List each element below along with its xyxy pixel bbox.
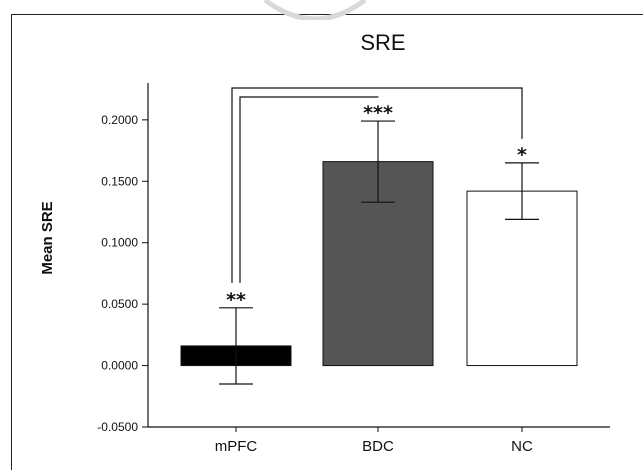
decorative-arc [263, 0, 367, 20]
bar-NC [466, 190, 578, 367]
bracket-mPFC-NC [231, 87, 523, 283]
significance-marker: * [517, 144, 527, 166]
y-tick-label: 0.0500 [101, 297, 138, 311]
x-tick-label: NC [511, 438, 533, 455]
y-tick-label: 0.0000 [101, 359, 138, 373]
comparison-brackets [231, 87, 523, 283]
y-tick-label: 0.2000 [101, 113, 138, 127]
y-ticks: -0.0500 0.0000 0.0500 0.1000 0.1500 0.2000 [97, 113, 523, 434]
x-tick-label: mPFC [215, 438, 258, 455]
axes [147, 83, 610, 428]
y-axis-label: Mean SRE [39, 201, 56, 274]
significance-markers: ****** [226, 102, 527, 311]
y-tick-label: -0.0500 [97, 420, 138, 434]
x-tick-label: BDC [362, 438, 394, 455]
y-tick-label: 0.1500 [101, 174, 138, 188]
significance-marker: *** [363, 102, 393, 124]
bars [180, 161, 578, 367]
error-bars [219, 120, 539, 385]
significance-marker: ** [226, 289, 246, 311]
bracket-mPFC-BDC [239, 96, 379, 283]
y-tick-label: 0.1000 [101, 236, 138, 250]
chart-frame [11, 14, 643, 470]
chart-title: SRE [360, 30, 405, 55]
x-tick-labels: mPFC BDC NC [215, 438, 533, 455]
